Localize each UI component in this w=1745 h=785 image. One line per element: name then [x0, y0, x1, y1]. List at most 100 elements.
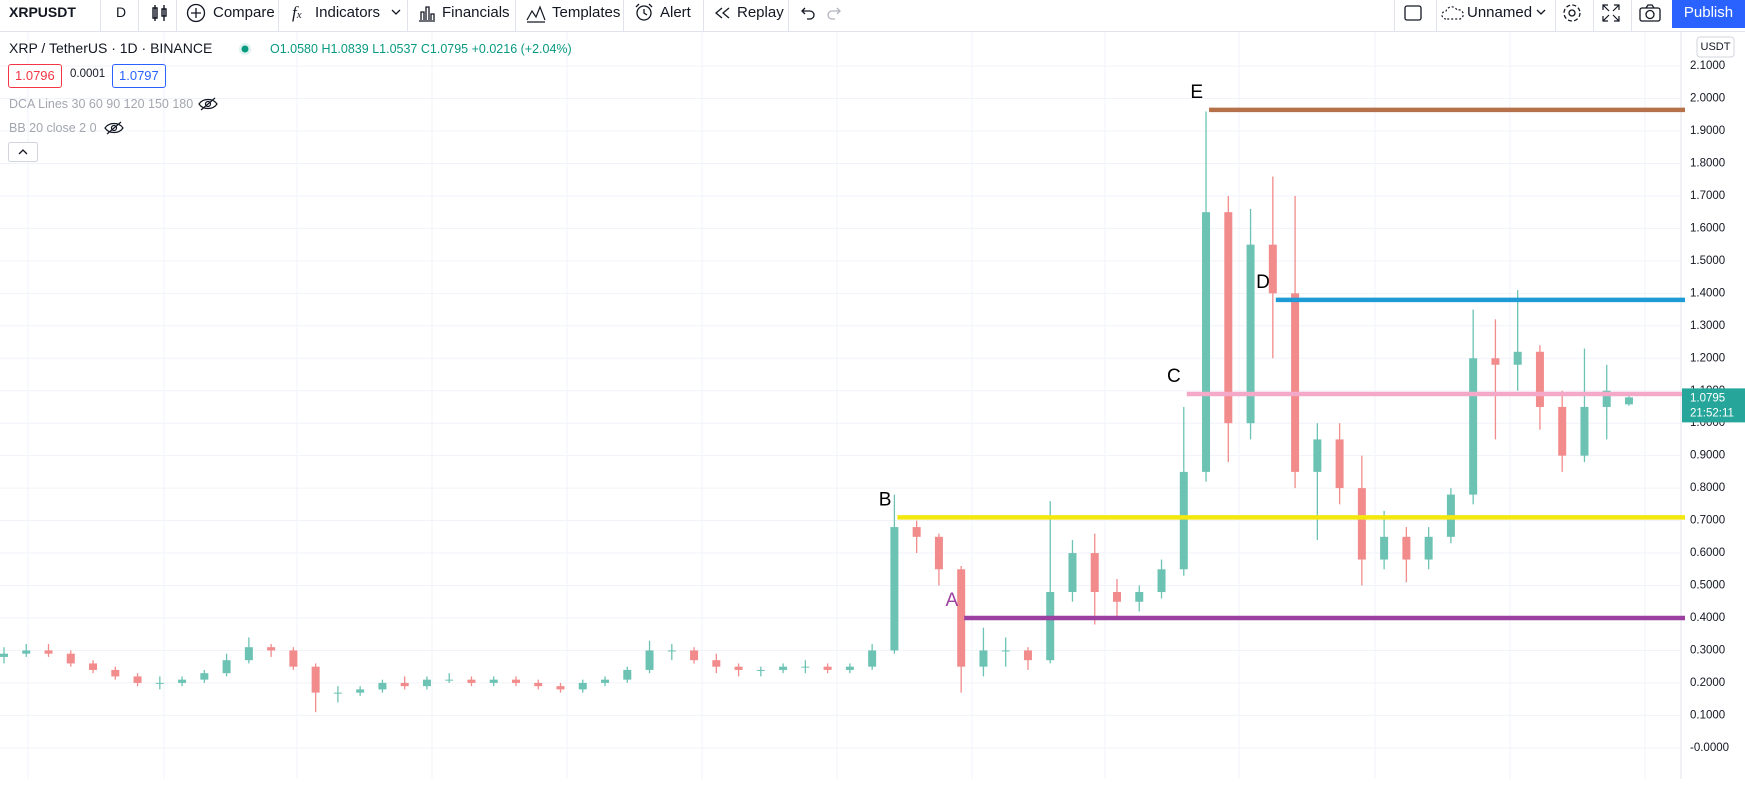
candle-body [289, 650, 298, 667]
candle-body [356, 689, 365, 693]
undo-button[interactable] [798, 4, 816, 22]
y-tick-label: 0.2000 [1690, 677, 1725, 689]
y-tick-label: 1.8000 [1690, 158, 1725, 170]
candle-body [1224, 212, 1233, 424]
candle-body [601, 679, 610, 683]
candle-body [133, 676, 142, 683]
candle-body [267, 647, 276, 651]
legend-close: C1.0795 [420, 42, 469, 56]
candle-body [422, 679, 431, 687]
y-tick-label: 1.4000 [1690, 287, 1725, 299]
publish-button[interactable]: Publish [1672, 0, 1745, 28]
separator [703, 0, 704, 31]
candle-body [1090, 553, 1099, 593]
separator [515, 0, 516, 31]
settings-button[interactable] [1561, 2, 1583, 24]
legend-ohlc: O1.0580 H1.0839 L1.0537 C1.0795 +0.0216 … [270, 42, 572, 56]
indicators-icon[interactable]: fx [292, 3, 302, 22]
layout-name[interactable]: Unnamed [1467, 4, 1533, 21]
hidden-icon[interactable] [197, 96, 219, 112]
interval-button[interactable]: D [116, 4, 127, 20]
candle-body [222, 660, 231, 674]
candle-body [1023, 650, 1032, 661]
bar-countdown: 21:52:11 [1690, 407, 1734, 419]
y-tick-label: 0.9000 [1690, 450, 1725, 462]
separator [1436, 0, 1437, 31]
candle-body [1469, 358, 1478, 495]
redo-button[interactable] [826, 4, 844, 22]
candle-body [311, 666, 320, 693]
separator [407, 0, 408, 31]
candle-body [1157, 569, 1166, 593]
separator [1555, 0, 1556, 31]
candle-body [912, 527, 921, 537]
alert-icon[interactable] [633, 2, 655, 24]
spread: 0.0001 [70, 68, 106, 80]
templates-button[interactable]: Templates [552, 4, 621, 21]
hidden-icon[interactable] [103, 120, 125, 136]
indicators-button[interactable]: Indicators [315, 4, 381, 21]
currency-text: USDT [1701, 41, 1731, 53]
candle-body [178, 679, 187, 683]
candle-body [712, 660, 721, 667]
level-label: B [879, 489, 892, 510]
buy-price[interactable]: 1.0797 [112, 64, 166, 88]
candle-body [890, 527, 899, 651]
candle-body [623, 669, 632, 680]
candle-body [1535, 351, 1544, 407]
y-tick-label: 1.3000 [1690, 320, 1725, 332]
replay-button[interactable]: Replay [737, 4, 784, 21]
cloud-icon[interactable] [1440, 4, 1466, 22]
alert-button[interactable]: Alert [660, 4, 691, 21]
candle-body [0, 653, 8, 657]
candle-body [556, 686, 565, 690]
compare-icon[interactable] [186, 3, 206, 23]
candle-body [1335, 439, 1344, 489]
candle-body [467, 679, 476, 683]
financials-icon[interactable] [417, 3, 437, 23]
chart-type-button[interactable] [150, 3, 170, 23]
candle-body [1001, 650, 1010, 652]
candle-body [1558, 406, 1567, 456]
candle-body [801, 666, 810, 668]
candle-body [1424, 536, 1433, 560]
templates-icon[interactable] [525, 3, 547, 23]
symbol-search[interactable]: XRPUSDT [9, 4, 76, 20]
y-tick-label: 0.3000 [1690, 644, 1725, 656]
y-tick-label: 1.7000 [1690, 190, 1725, 202]
y-tick-label: 0.4000 [1690, 612, 1725, 624]
y-tick-label: 0.5000 [1690, 580, 1725, 592]
fullscreen-button[interactable] [1601, 3, 1621, 23]
candle-body [1046, 592, 1055, 661]
last-price: 1.0795 [1690, 392, 1725, 404]
candle-body [1513, 351, 1522, 365]
separator [623, 0, 624, 31]
sell-price[interactable]: 1.0796 [8, 64, 62, 88]
layout-menu[interactable] [1535, 6, 1547, 18]
y-tick-label: 1.6000 [1690, 222, 1725, 234]
snapshot-button[interactable] [1638, 3, 1662, 23]
candle-body [333, 692, 342, 694]
collapse-legend[interactable] [8, 142, 38, 162]
candle-body [1202, 212, 1211, 472]
candle-body [1179, 471, 1188, 570]
candle-body [1135, 592, 1144, 602]
dca-indicator: DCA Lines 30 60 90 120 150 180 [9, 97, 194, 111]
level-label: D [1256, 272, 1270, 293]
legend-title: XRP / TetherUS · 1D · BINANCE [9, 40, 213, 56]
market-status [239, 43, 251, 55]
candle-body [823, 666, 832, 670]
candle-body [690, 650, 699, 661]
candle-body [667, 650, 676, 652]
layout-button[interactable] [1403, 3, 1423, 23]
compare-button[interactable]: Compare [213, 4, 275, 21]
indicators-menu[interactable] [390, 6, 402, 18]
financials-button[interactable]: Financials [442, 4, 510, 21]
candle-body [868, 650, 877, 667]
legend-low: L1.0537 [372, 42, 418, 56]
candle-body [1313, 439, 1322, 472]
replay-icon[interactable] [713, 4, 731, 22]
candle-body [1491, 358, 1500, 365]
currency-box [1696, 36, 1735, 58]
